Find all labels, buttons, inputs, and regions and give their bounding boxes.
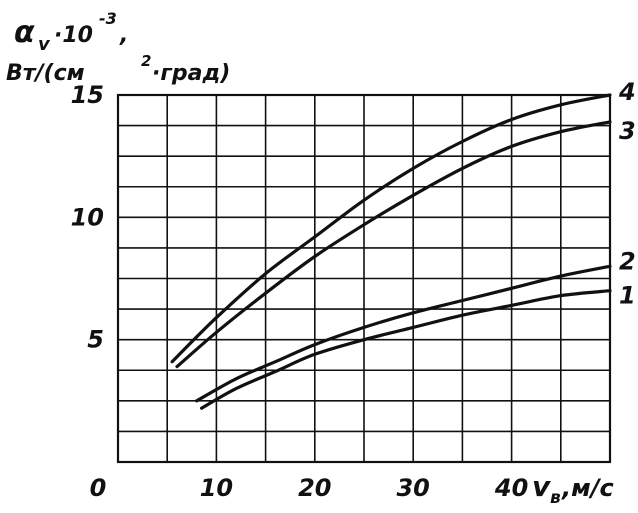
- series-labels: 1 2 3 4: [618, 78, 636, 310]
- x-tick-label: 30: [396, 474, 429, 502]
- curve-2: [195, 264, 612, 403]
- curve-label-3: 3: [619, 117, 636, 145]
- curve-label-4: 4: [618, 78, 636, 106]
- curve-label-2: 2: [619, 247, 636, 275]
- x-tick-label: 40: [494, 474, 528, 502]
- x-tick-label: 10: [200, 474, 233, 502]
- y-axis-title-exponent: -3: [99, 9, 117, 28]
- y-axis-title-comma: ,: [119, 23, 128, 48]
- data-curves: [170, 93, 612, 410]
- x-axis-title-symbol: v: [532, 470, 551, 503]
- x-axis-title: v в ,м/с: [532, 470, 614, 508]
- y-tick-labels: 5 10 15: [71, 81, 104, 354]
- plot-frame: [116, 93, 612, 464]
- y-tick-label: 15: [71, 81, 104, 109]
- y-tick-label: 5: [87, 326, 104, 354]
- y-axis-title-unit-tail: ·град): [152, 61, 230, 86]
- curve-1: [200, 289, 612, 410]
- x-axis-title-subscript: в: [550, 488, 561, 508]
- y-axis-title-symbol: α: [14, 15, 35, 50]
- grid: [116, 93, 612, 464]
- y-axis-title-multiplier: ·10: [54, 23, 93, 48]
- y-axis-title-subscript: v: [38, 34, 51, 55]
- y-axis-title-unit: Вт/(см: [6, 61, 85, 86]
- y-tick-label: 10: [71, 203, 104, 231]
- y-axis-title-unit-exponent: 2: [141, 52, 151, 70]
- curve-3: [175, 120, 612, 369]
- y-axis-title: α v ·10 -3 , Вт/(см 2 ·град): [6, 9, 230, 86]
- curve-4: [170, 93, 612, 364]
- x-tick-label: 20: [298, 474, 331, 502]
- curve-label-1: 1: [619, 282, 636, 310]
- x-axis-title-unit: ,м/с: [561, 474, 614, 502]
- x-tick-labels: 0 10 20 30 40: [90, 474, 529, 502]
- x-tick-label: 0: [90, 474, 107, 502]
